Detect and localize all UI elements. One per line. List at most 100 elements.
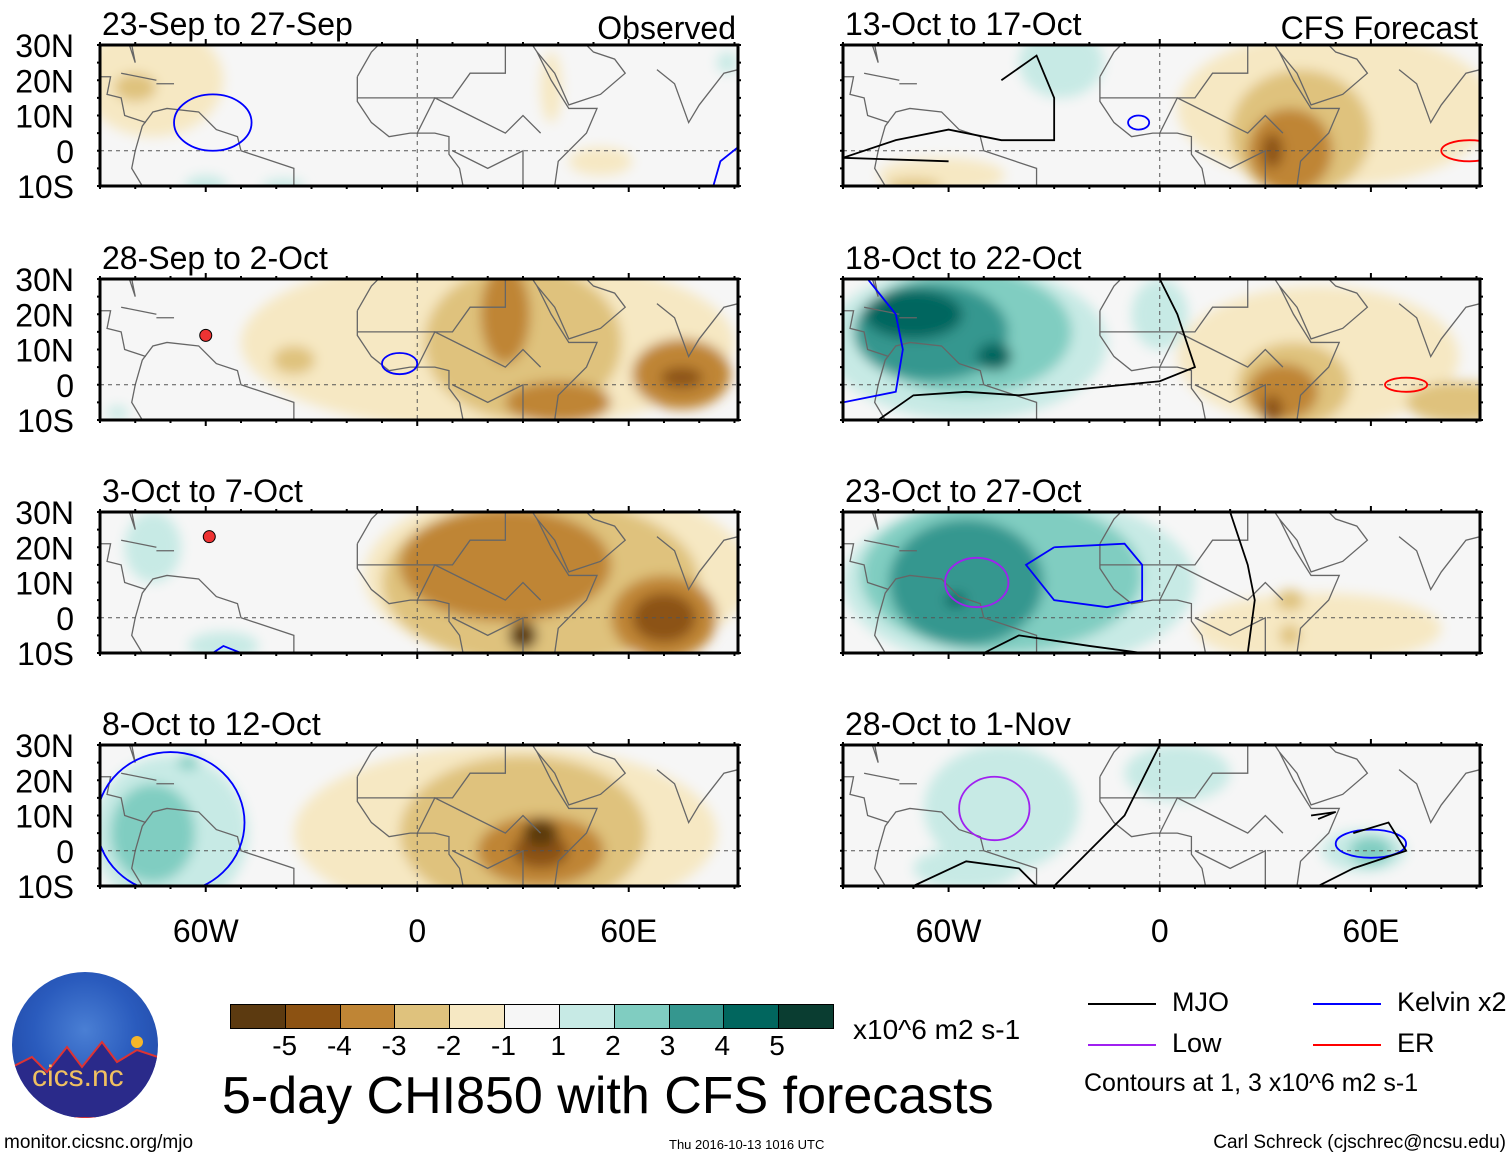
contour — [843, 54, 1056, 159]
coastline — [128, 45, 136, 63]
anomaly-region — [1194, 593, 1442, 653]
wave-contours — [913, 745, 1408, 886]
colorbar-swatch — [779, 1005, 833, 1028]
anomaly-region — [114, 73, 157, 102]
footer-timestamp: Thu 2016-10-13 1016 UTC — [669, 1137, 825, 1152]
anomaly-region — [568, 147, 633, 176]
lat-label: 10N — [15, 799, 74, 835]
contour — [983, 634, 1143, 653]
coastline — [1099, 45, 1249, 99]
colorbar-swatch — [340, 1005, 396, 1028]
lat-label: 20N — [15, 63, 74, 99]
anomaly-region — [100, 45, 224, 137]
coastline — [536, 745, 627, 806]
anomaly-region — [124, 512, 182, 583]
hurricane-icon — [202, 530, 216, 544]
coastline — [843, 76, 889, 124]
panel-title: 28-Oct to 1-Nov — [845, 706, 1071, 742]
coastline — [536, 512, 627, 573]
coastline — [1099, 45, 1122, 78]
panel-title: 3-Oct to 7-Oct — [102, 473, 303, 509]
panel-tag: Observed — [597, 10, 736, 46]
legend-label: MJO — [1172, 987, 1229, 1017]
cics-logo: cics.nc — [12, 972, 158, 1118]
coastline — [1398, 69, 1480, 125]
coastline — [452, 383, 524, 420]
colorbar-swatch — [614, 1005, 670, 1028]
lon-label: 60E — [1342, 913, 1399, 949]
coastline — [100, 76, 147, 124]
legend-line-low — [1088, 1044, 1156, 1046]
lon-label: 60W — [916, 913, 983, 949]
coastline — [1194, 149, 1266, 186]
anomaly-shading — [100, 45, 738, 186]
coastline — [100, 310, 147, 358]
colorbar-label: 5 — [769, 1030, 785, 1061]
coastline — [356, 745, 380, 778]
coastline — [1273, 279, 1341, 420]
lat-label: 10N — [15, 99, 74, 135]
coastline — [863, 539, 900, 548]
legend-label: Low — [1172, 1028, 1222, 1058]
anomaly-region — [885, 178, 942, 186]
anomaly-region — [110, 783, 196, 883]
contour — [958, 775, 1031, 842]
contour — [1310, 811, 1337, 820]
coastline — [531, 279, 598, 420]
anomaly-region — [716, 52, 738, 74]
anomaly-region — [188, 631, 259, 653]
coastline — [416, 97, 542, 134]
coastline — [1099, 279, 1122, 312]
panel-title: 28-Sep to 2-Oct — [102, 240, 328, 276]
anomaly-region — [272, 345, 316, 375]
panel-title: 23-Sep to 27-Sep — [102, 6, 353, 42]
contour — [1053, 745, 1161, 886]
coastline — [1278, 45, 1369, 106]
coastline — [1099, 543, 1207, 653]
coastline — [843, 543, 889, 591]
wave-contours — [212, 644, 242, 653]
coastline — [843, 310, 889, 358]
coastline — [416, 331, 542, 368]
panel-tag: CFS Forecast — [1281, 10, 1478, 46]
anomaly-region — [1275, 589, 1305, 611]
contour — [381, 352, 419, 376]
coastline — [843, 776, 889, 824]
anomaly-region — [1261, 133, 1283, 169]
coastline — [1099, 310, 1207, 420]
footer-url[interactable]: monitor.cicsnc.org/mjo — [4, 1132, 194, 1153]
lat-label: 10S — [17, 169, 74, 205]
coastline — [356, 279, 380, 312]
anomaly-region — [976, 342, 1012, 371]
colorbar-swatch — [285, 1005, 341, 1028]
lat-label: 10N — [15, 333, 74, 369]
colorbar-swatch — [724, 1005, 780, 1028]
coastline — [1099, 76, 1207, 186]
coastline — [357, 45, 507, 99]
coastline — [656, 769, 738, 825]
coastline — [121, 539, 157, 548]
colorbar-swatch — [395, 1005, 451, 1028]
contour — [1127, 114, 1151, 131]
coastline — [531, 512, 598, 653]
coastline — [356, 76, 464, 186]
coastline — [1099, 745, 1122, 778]
contour — [100, 751, 246, 886]
lon-label: 0 — [408, 913, 426, 949]
coastlines — [843, 745, 1480, 886]
anomaly-region — [1261, 395, 1283, 420]
contour — [1440, 139, 1480, 163]
coastline — [1194, 616, 1266, 653]
lat-label: 30N — [15, 28, 74, 64]
legend-line-er — [1313, 1044, 1381, 1046]
contour — [877, 279, 1197, 420]
coastline — [128, 279, 136, 297]
lat-label: 30N — [15, 262, 74, 298]
coastline — [656, 536, 738, 592]
coastline — [1273, 512, 1341, 653]
anomaly-region — [505, 381, 612, 420]
contour — [913, 860, 1038, 886]
coastline — [1278, 279, 1369, 340]
lat-label: 10N — [15, 566, 74, 602]
colorbar-swatch — [505, 1005, 560, 1028]
